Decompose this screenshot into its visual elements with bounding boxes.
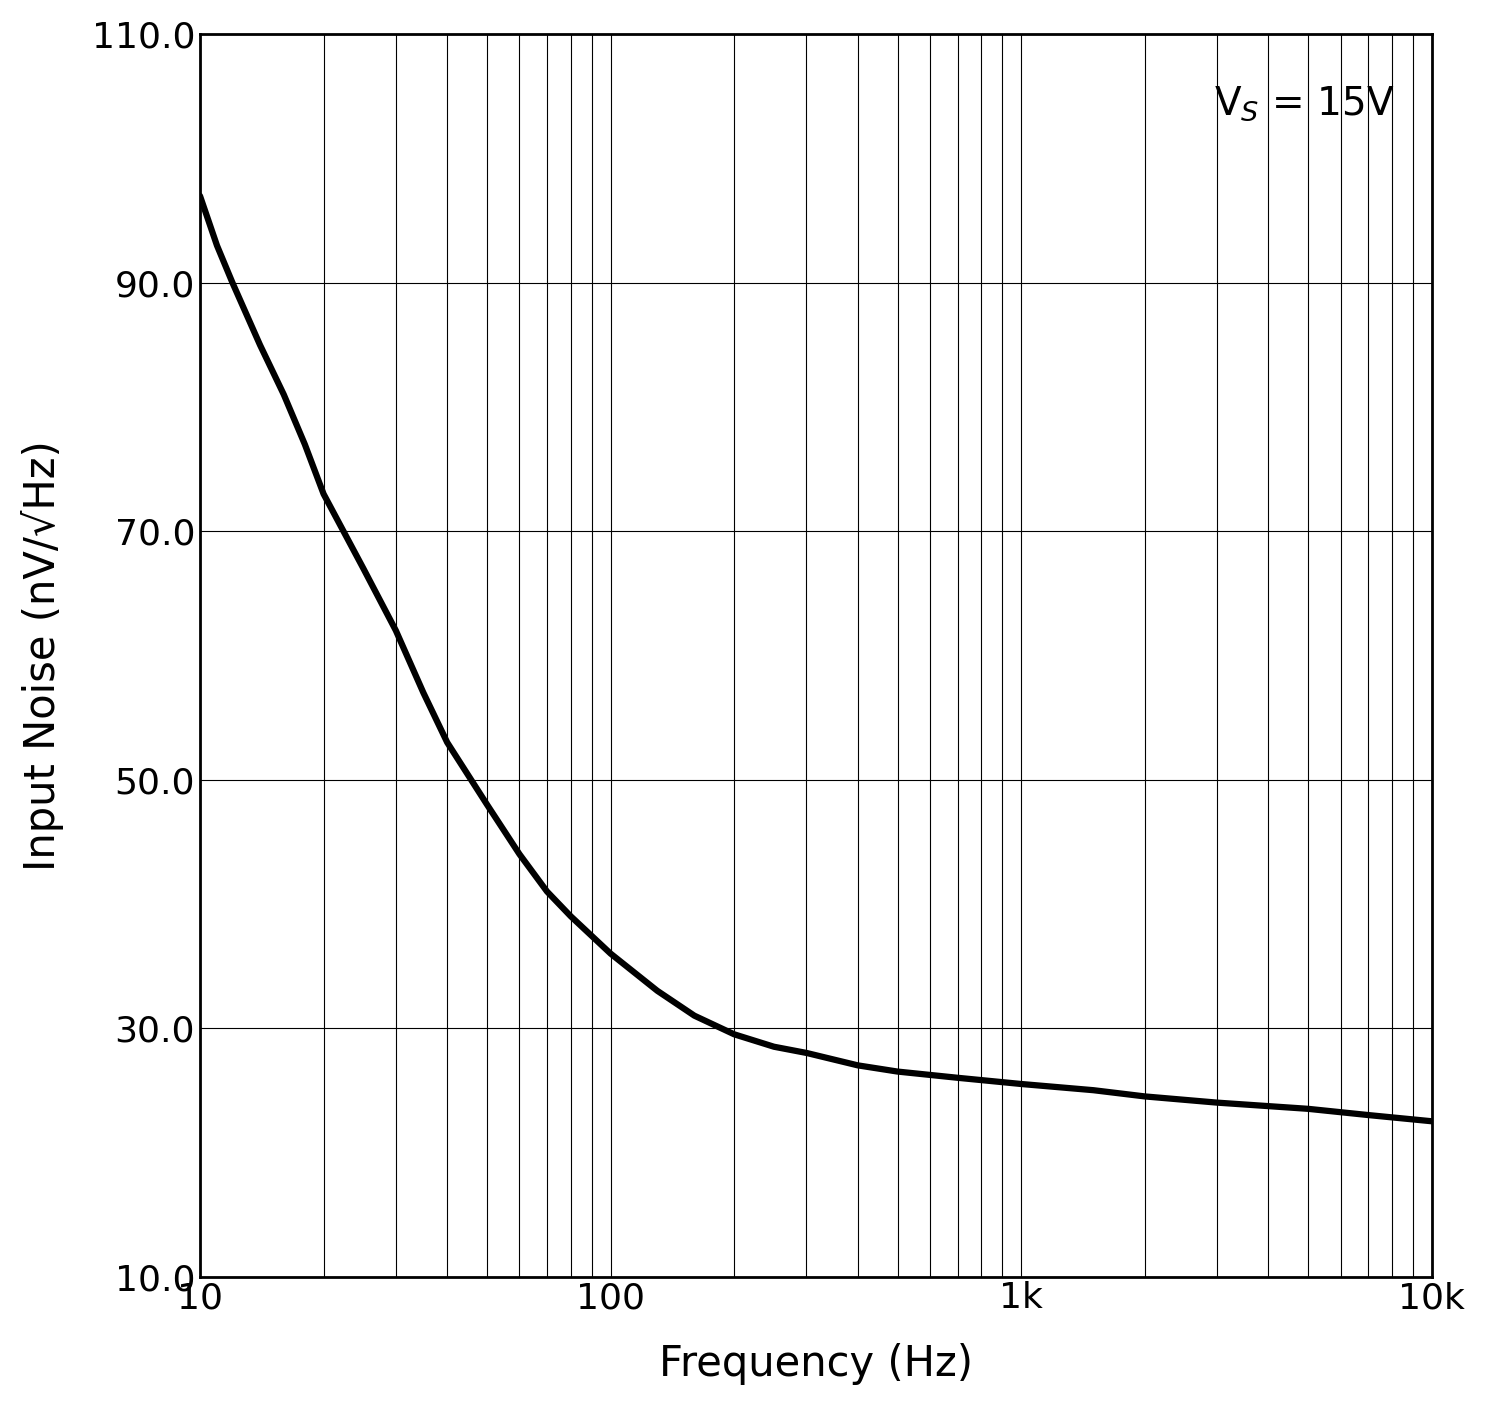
X-axis label: Frequency (Hz): Frequency (Hz) [658,1343,973,1385]
Y-axis label: Input Noise (nV/√Hz): Input Noise (nV/√Hz) [21,440,64,870]
Text: V$_S$ = 15V: V$_S$ = 15V [1214,84,1395,122]
